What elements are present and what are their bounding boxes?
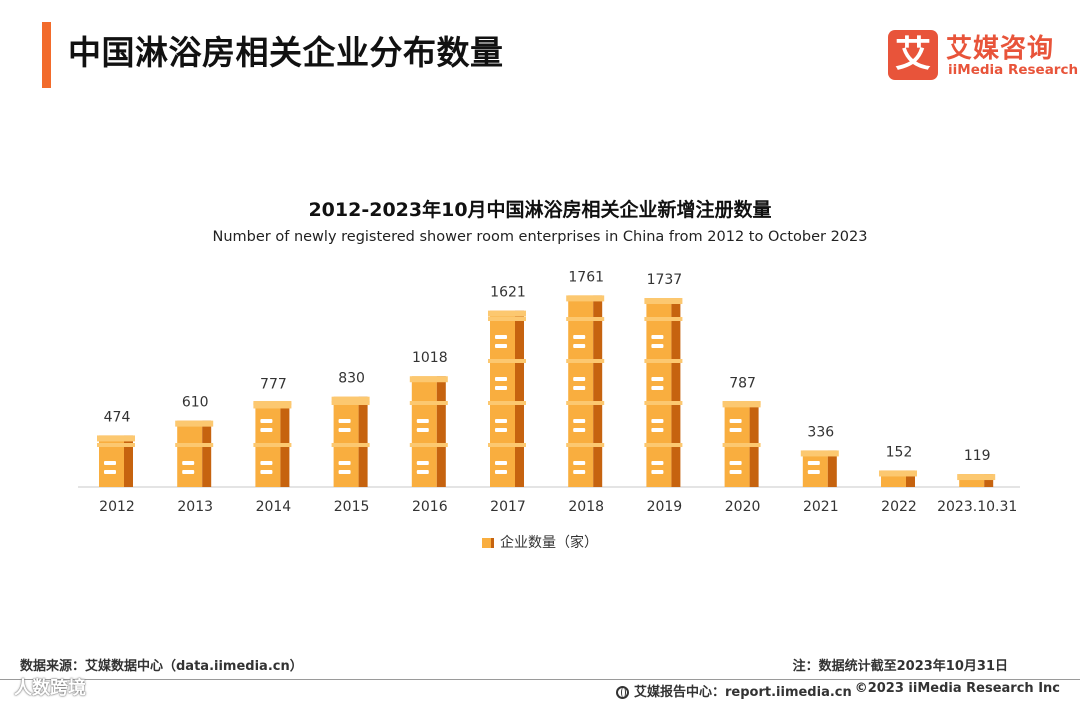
bar-chart: 474 2012 610 2013 777 2014 830 2015 1018 2016 1621… (78, 269, 1020, 515)
brand-logo[interactable]: 艾 艾媒咨询 iiMedia Research (888, 30, 1078, 82)
chart-legend: 企业数量（家） (0, 532, 1080, 552)
chart-title: 2012-2023年10月中国淋浴房相关企业新增注册数量 (308, 199, 772, 221)
category-label-2016: 2016 (412, 499, 448, 515)
bar-2014 (253, 401, 292, 487)
category-label-2014: 2014 (256, 499, 292, 515)
bar-2020 (722, 401, 761, 487)
category-label-2012: 2012 (99, 499, 135, 515)
category-label-2023.10.31: 2023.10.31 (937, 499, 1017, 515)
chart-subtitle: Number of newly registered shower room e… (212, 229, 868, 245)
data-source-note: 数据来源：艾媒数据中心（data.iimedia.cn） (20, 659, 303, 674)
value-label-2021: 336 (807, 424, 834, 440)
value-label-2013: 610 (182, 395, 209, 411)
bar-2016 (409, 376, 448, 487)
footer-divider (0, 679, 1080, 680)
report-center-link[interactable]: 艾媒报告中心：report.iimedia.cn (616, 681, 852, 700)
bar-2019 (644, 298, 683, 487)
category-label-2021: 2021 (803, 499, 839, 515)
value-label-2018: 1761 (568, 269, 604, 285)
value-label-2017: 1621 (490, 285, 526, 301)
value-label-2019: 1737 (647, 272, 683, 288)
bar-2017 (488, 310, 526, 487)
value-label-2014: 777 (260, 376, 287, 392)
category-label-2019: 2019 (647, 499, 683, 515)
bar-2018 (566, 295, 605, 487)
page-title: 中国淋浴房相关企业分布数量 (68, 33, 504, 72)
category-label-2013: 2013 (177, 499, 213, 515)
category-label-2020: 2020 (725, 499, 761, 515)
legend-label: 企业数量（家） (500, 535, 598, 551)
globe-icon (616, 686, 629, 699)
logo-chinese-name: 艾媒咨询 (946, 34, 1055, 64)
category-label-2017: 2017 (490, 499, 526, 515)
value-label-2016: 1018 (412, 350, 448, 366)
value-label-2023.10.31: 119 (964, 448, 991, 464)
data-deadline-note: 注：数据统计截至2023年10月31日 (792, 659, 1008, 674)
legend-swatch-icon (482, 538, 494, 548)
watermark-text: 人数跨境 (14, 678, 86, 699)
logo-english-name: iiMedia Research (948, 62, 1079, 78)
title-accent-bar (42, 22, 51, 88)
value-label-2015: 830 (338, 371, 365, 387)
bar-2012 (97, 435, 135, 487)
copyright-text: ©2023 iiMedia Research Inc (854, 681, 1060, 696)
category-label-2018: 2018 (568, 499, 604, 515)
bar-2015 (331, 396, 370, 487)
logo-mark-icon: 艾 (888, 30, 938, 80)
value-label-2020: 787 (729, 375, 756, 391)
value-label-2022: 152 (886, 444, 913, 460)
category-label-2015: 2015 (334, 499, 370, 515)
bar-2023.10.31 (957, 474, 996, 487)
bar-2013 (175, 420, 214, 487)
report-center-label: 艾媒报告中心：report.iimedia.cn (634, 685, 852, 700)
bar-2021 (800, 450, 839, 487)
bar-2022 (879, 470, 917, 487)
category-label-2022: 2022 (881, 499, 917, 515)
value-label-2012: 474 (104, 409, 131, 425)
